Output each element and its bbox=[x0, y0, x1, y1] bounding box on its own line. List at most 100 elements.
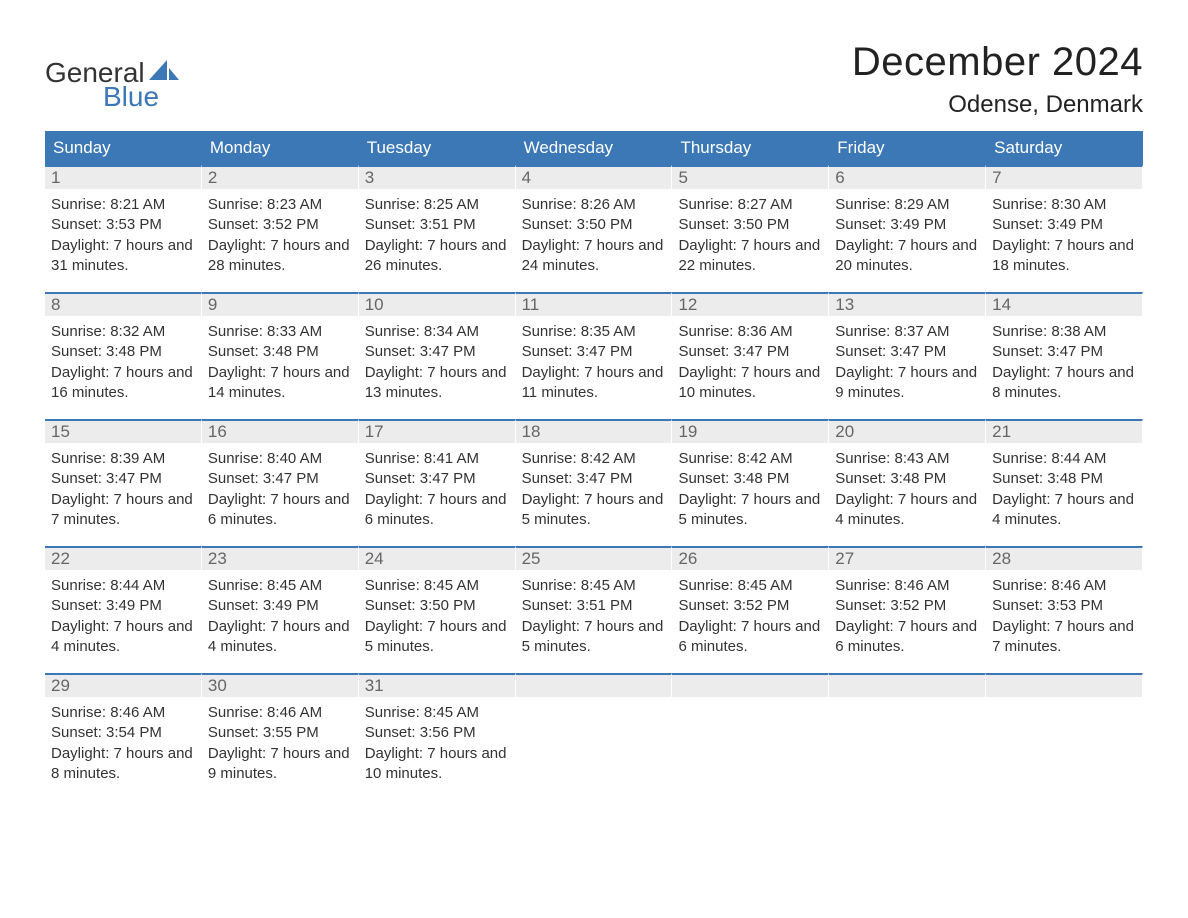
day-cell: 19Sunrise: 8:42 AMSunset: 3:48 PMDayligh… bbox=[672, 419, 829, 530]
daylight-text: Daylight: 7 hours and 5 minutes. bbox=[522, 617, 667, 658]
day-cell: 14Sunrise: 8:38 AMSunset: 3:47 PMDayligh… bbox=[986, 292, 1143, 403]
daylight-text: Daylight: 7 hours and 10 minutes. bbox=[678, 363, 823, 404]
sunset-text: Sunset: 3:53 PM bbox=[992, 596, 1137, 616]
day-content: Sunrise: 8:21 AMSunset: 3:53 PMDaylight:… bbox=[45, 189, 202, 276]
week-row: 1 Sunrise: 8:21 AMSunset: 3:53 PMDaylight… bbox=[45, 165, 1143, 276]
sunset-text: Sunset: 3:48 PM bbox=[835, 469, 980, 489]
week-row: 29 Sunrise: 8:46 AMSunset: 3:54 PMDayligh… bbox=[45, 673, 1143, 784]
week-row: 15Sunrise: 8:39 AMSunset: 3:47 PMDayligh… bbox=[45, 419, 1143, 530]
daylight-text: Daylight: 7 hours and 8 minutes. bbox=[992, 363, 1137, 404]
day-header-tuesday: Tuesday bbox=[359, 131, 516, 165]
sunrise-text: Sunrise: 8:41 AM bbox=[365, 449, 510, 469]
day-number-bar: 2 bbox=[202, 165, 359, 189]
month-title: December 2024 bbox=[852, 40, 1143, 85]
day-content: Sunrise: 8:46 AMSunset: 3:54 PMDaylight:… bbox=[45, 697, 202, 784]
day-cell: 29 Sunrise: 8:46 AMSunset: 3:54 PMDayligh… bbox=[45, 673, 202, 784]
page-header: General Blue December 2024 Odense, Denma… bbox=[45, 40, 1143, 119]
day-content: Sunrise: 8:45 AMSunset: 3:50 PMDaylight:… bbox=[359, 570, 516, 657]
logo: General Blue bbox=[45, 40, 179, 109]
day-number-bar bbox=[516, 673, 673, 697]
day-number: 1 bbox=[51, 168, 60, 187]
sunrise-text: Sunrise: 8:30 AM bbox=[992, 195, 1137, 215]
day-content: Sunrise: 8:44 AMSunset: 3:48 PMDaylight:… bbox=[986, 443, 1143, 530]
day-number: 29 bbox=[51, 676, 70, 695]
day-cell: 25Sunrise: 8:45 AMSunset: 3:51 PMDayligh… bbox=[516, 546, 673, 657]
day-number-bar: 22 bbox=[45, 546, 202, 570]
day-number-bar: 19 bbox=[672, 419, 829, 443]
day-number: 16 bbox=[208, 422, 227, 441]
sunrise-text: Sunrise: 8:46 AM bbox=[208, 703, 353, 723]
daylight-text: Daylight: 7 hours and 8 minutes. bbox=[51, 744, 196, 785]
sunrise-text: Sunrise: 8:45 AM bbox=[365, 576, 510, 596]
sunset-text: Sunset: 3:51 PM bbox=[522, 596, 667, 616]
sunrise-text: Sunrise: 8:45 AM bbox=[522, 576, 667, 596]
day-content: Sunrise: 8:41 AMSunset: 3:47 PMDaylight:… bbox=[359, 443, 516, 530]
day-number-bar: 5 bbox=[672, 165, 829, 189]
day-number-bar: 27 bbox=[829, 546, 986, 570]
daylight-text: Daylight: 7 hours and 14 minutes. bbox=[208, 363, 353, 404]
day-number bbox=[992, 676, 997, 695]
day-number: 12 bbox=[678, 295, 697, 314]
daylight-text: Daylight: 7 hours and 6 minutes. bbox=[365, 490, 510, 531]
day-number: 3 bbox=[365, 168, 374, 187]
sunset-text: Sunset: 3:48 PM bbox=[678, 469, 823, 489]
daylight-text: Daylight: 7 hours and 26 minutes. bbox=[365, 236, 510, 277]
day-content: Sunrise: 8:45 AMSunset: 3:56 PMDaylight:… bbox=[359, 697, 516, 784]
sunset-text: Sunset: 3:50 PM bbox=[678, 215, 823, 235]
logo-word-blue: Blue bbox=[45, 85, 179, 109]
sunrise-text: Sunrise: 8:32 AM bbox=[51, 322, 196, 342]
sunset-text: Sunset: 3:53 PM bbox=[51, 215, 196, 235]
sunset-text: Sunset: 3:47 PM bbox=[208, 469, 353, 489]
day-number bbox=[522, 676, 527, 695]
day-cell: 4Sunrise: 8:26 AMSunset: 3:50 PMDaylight… bbox=[516, 165, 673, 276]
calendar-grid: Sunday Monday Tuesday Wednesday Thursday… bbox=[45, 131, 1143, 784]
daylight-text: Daylight: 7 hours and 9 minutes. bbox=[208, 744, 353, 785]
day-content: Sunrise: 8:46 AMSunset: 3:52 PMDaylight:… bbox=[829, 570, 986, 657]
sunset-text: Sunset: 3:50 PM bbox=[522, 215, 667, 235]
daylight-text: Daylight: 7 hours and 10 minutes. bbox=[365, 744, 510, 785]
day-number-bar: 10 bbox=[359, 292, 516, 316]
day-number: 6 bbox=[835, 168, 844, 187]
daylight-text: Daylight: 7 hours and 16 minutes. bbox=[51, 363, 196, 404]
daylight-text: Daylight: 7 hours and 4 minutes. bbox=[835, 490, 980, 531]
daylight-text: Daylight: 7 hours and 6 minutes. bbox=[208, 490, 353, 531]
day-content: Sunrise: 8:42 AMSunset: 3:47 PMDaylight:… bbox=[516, 443, 673, 530]
sunset-text: Sunset: 3:55 PM bbox=[208, 723, 353, 743]
daylight-text: Daylight: 7 hours and 28 minutes. bbox=[208, 236, 353, 277]
sunset-text: Sunset: 3:49 PM bbox=[51, 596, 196, 616]
sunset-text: Sunset: 3:49 PM bbox=[208, 596, 353, 616]
day-header-thursday: Thursday bbox=[672, 131, 829, 165]
sunrise-text: Sunrise: 8:25 AM bbox=[365, 195, 510, 215]
sunrise-text: Sunrise: 8:29 AM bbox=[835, 195, 980, 215]
day-cell: 23Sunrise: 8:45 AMSunset: 3:49 PMDayligh… bbox=[202, 546, 359, 657]
sunrise-text: Sunrise: 8:42 AM bbox=[678, 449, 823, 469]
day-content: Sunrise: 8:46 AMSunset: 3:55 PMDaylight:… bbox=[202, 697, 359, 784]
day-number-bar: 28 bbox=[986, 546, 1143, 570]
daylight-text: Daylight: 7 hours and 4 minutes. bbox=[992, 490, 1137, 531]
day-number-bar: 29 bbox=[45, 673, 202, 697]
day-header-wednesday: Wednesday bbox=[516, 131, 673, 165]
day-header-sunday: Sunday bbox=[45, 131, 202, 165]
day-number: 8 bbox=[51, 295, 60, 314]
day-header-saturday: Saturday bbox=[986, 131, 1143, 165]
sunrise-text: Sunrise: 8:42 AM bbox=[522, 449, 667, 469]
day-number-bar: 3 bbox=[359, 165, 516, 189]
day-number: 22 bbox=[51, 549, 70, 568]
day-number-bar: 6 bbox=[829, 165, 986, 189]
day-number: 24 bbox=[365, 549, 384, 568]
day-number-bar bbox=[672, 673, 829, 697]
day-content: Sunrise: 8:32 AMSunset: 3:48 PMDaylight:… bbox=[45, 316, 202, 403]
day-number-bar bbox=[986, 673, 1143, 697]
day-number-bar: 9 bbox=[202, 292, 359, 316]
sunrise-text: Sunrise: 8:40 AM bbox=[208, 449, 353, 469]
day-number: 21 bbox=[992, 422, 1011, 441]
day-number-bar: 8 bbox=[45, 292, 202, 316]
day-number: 30 bbox=[208, 676, 227, 695]
day-number: 15 bbox=[51, 422, 70, 441]
logo-text: General Blue bbox=[45, 58, 179, 109]
day-number-bar: 1 bbox=[45, 165, 202, 189]
sunrise-text: Sunrise: 8:35 AM bbox=[522, 322, 667, 342]
day-content: Sunrise: 8:45 AMSunset: 3:49 PMDaylight:… bbox=[202, 570, 359, 657]
day-number-bar bbox=[829, 673, 986, 697]
daylight-text: Daylight: 7 hours and 5 minutes. bbox=[365, 617, 510, 658]
